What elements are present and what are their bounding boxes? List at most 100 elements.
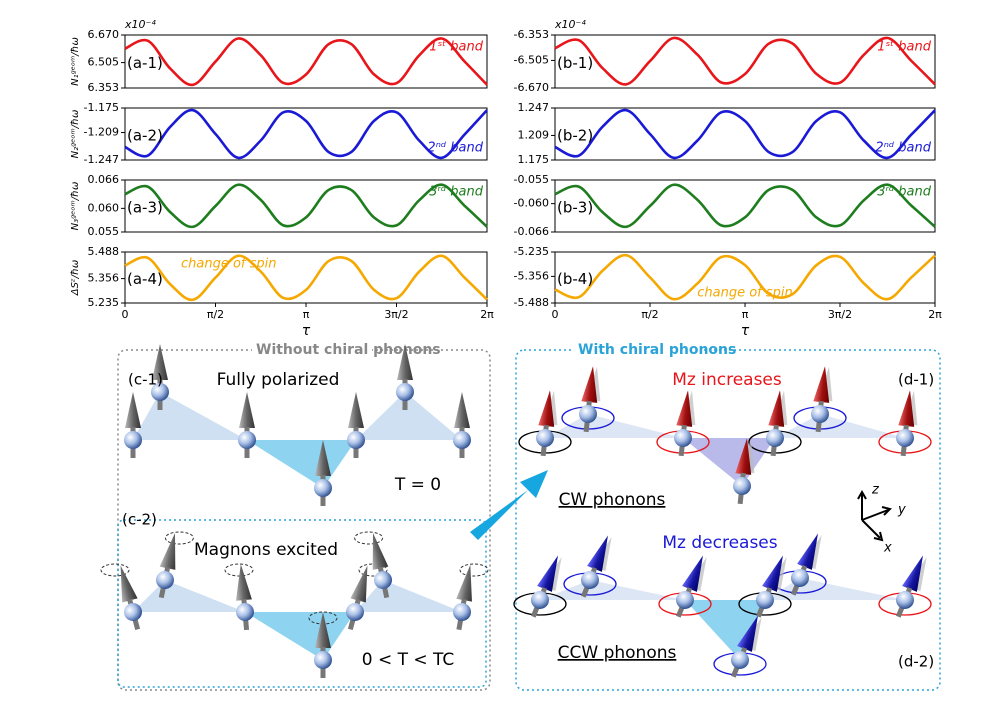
spin-cone [737,615,758,652]
lattice [545,414,683,438]
band-label: change of spin [697,286,793,301]
spin [453,392,471,458]
panel-label: (b-3) [557,199,593,217]
lattice [245,612,355,660]
caption: Mz increases [672,370,782,390]
y-tick-label: 0.066 [88,173,120,186]
spin-sphere [151,383,169,401]
precession [100,563,130,577]
y-axis-label: N₂ᵍᵉᵒᵐ/ħω [70,110,81,159]
y-tick-label: 0.055 [88,225,120,238]
spin-stick [459,427,465,433]
spins [100,344,932,678]
temperature: T = 0 [394,475,441,495]
spin-cone [676,390,693,427]
spin-sphere [766,429,784,447]
spin [675,555,707,618]
spin [674,390,696,457]
spin-stick [320,494,326,506]
phonon-label: CW phonons [559,490,666,510]
panel-label: (a-1) [127,54,163,72]
spin-cone [454,392,470,428]
spin-stick [402,379,408,385]
spin [156,533,176,599]
spin-sphere [896,429,914,447]
x-tick-label: π [742,308,749,321]
spin [120,565,142,631]
y-tick-label: -0.066 [514,225,549,238]
line-series [554,253,936,301]
y-tick-label: 1.175 [518,153,550,166]
y-tick-label: 1.209 [518,128,550,141]
line-series [554,36,936,86]
x-tick-label: 0 [552,308,559,321]
y-tick-label: -6.505 [514,53,549,66]
title-bg [574,340,704,360]
y-tick-label: 5.488 [88,245,120,258]
spin-cone [898,390,915,427]
band-label: 2ⁿᵈ band [875,141,931,156]
plot-frame [554,34,936,89]
plots: 6.353 6.505 6.670 N₁ᵍᵉᵒᵐ/ħω x10⁻⁴ 1ˢᵗ band (a-… [70,18,942,339]
plot-frame [554,107,936,161]
spin [346,565,368,631]
spin-cone [372,533,389,570]
line-series [554,183,936,229]
panel-label: (a-3) [127,199,163,217]
spin-sphere [733,477,751,495]
band-label: 3ʳᵈ band [877,185,931,200]
spin [579,366,601,433]
spin-stick [244,446,250,458]
y-tick-label: 6.353 [88,81,120,94]
x-tick-label: 0 [122,308,129,321]
panel-label: (d-2) [898,653,934,671]
spin-cone [350,565,368,603]
spin-sphere [124,431,142,449]
spin-cone [902,555,923,592]
spin [453,564,472,631]
band-label: 2ⁿᵈ band [427,141,483,156]
spin-cone [348,392,364,428]
spin-cone [159,533,176,570]
right-title: With chiral phonons [578,342,736,358]
spin-stick [130,427,136,433]
spin-cone [768,390,785,427]
spin-stick [157,398,163,410]
spin-cone [120,565,138,603]
x-tick-label: 3π/2 [828,308,852,321]
precession [459,563,489,577]
spin [124,392,142,458]
temperature: 0 < T < TC [362,650,455,670]
spin [790,533,822,596]
spin-cone [235,564,252,601]
spin-sphere [346,603,364,621]
panel-label: (b-1) [557,54,593,72]
spin-stick [157,379,163,385]
phonon-label: CCW phonons [558,643,677,663]
spin [530,555,562,618]
spin-stick [402,398,408,410]
axis-label: x [883,541,892,556]
panel-label: (c-1) [128,371,163,389]
multiplier: x10⁻⁴ [124,18,156,31]
spin-stick [130,446,136,458]
y-tick-label: -0.060 [514,197,549,210]
spin-sphere [791,569,809,587]
big-arrow [470,470,548,540]
x-axis-label: τ [741,323,750,339]
panel-label: (a-4) [127,270,163,288]
spin-stick [320,475,326,481]
panel-label: (a-2) [127,127,163,145]
spin-stick [244,427,250,433]
spin-sphere [236,603,254,621]
spin [314,440,332,506]
spin-cone [315,612,331,648]
precession [358,563,388,577]
plot-frame [124,34,488,89]
right-box [515,349,941,691]
line-series [124,37,488,87]
y-tick-label: -5.356 [514,269,549,282]
precession [224,563,254,577]
spin-cone [813,366,830,403]
spin [372,533,392,599]
